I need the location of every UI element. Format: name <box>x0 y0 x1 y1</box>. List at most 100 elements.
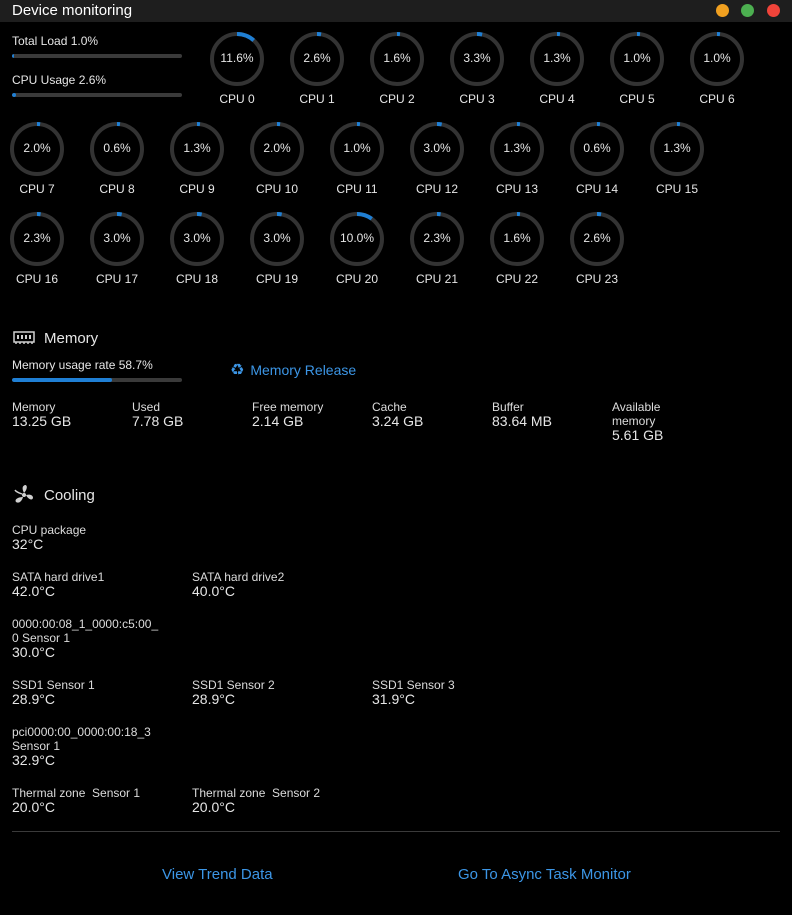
cpu-gauge: 1.6% CPU 22 <box>488 210 546 292</box>
cpu-gauge-arc <box>290 32 344 86</box>
window-title: Device monitoring <box>12 2 133 19</box>
memory-stat-value: 2.14 GB <box>252 413 304 429</box>
sensor-value: 40.0°C <box>192 583 235 599</box>
cpu-gauge-ring <box>10 122 64 176</box>
cpu-gauge: 1.0% CPU 6 <box>688 30 746 112</box>
cpu-gauge: 3.0% CPU 18 <box>168 210 226 292</box>
async-task-monitor-link[interactable]: Go To Async Task Monitor <box>458 866 631 883</box>
cpu-gauge-value: 0.6% <box>583 141 611 155</box>
cpu-gauge-ring <box>170 212 224 266</box>
cpu-gauge-label: CPU 19 <box>255 272 299 286</box>
footer-divider <box>12 831 780 832</box>
cpu-gauge-label: CPU 5 <box>619 92 655 106</box>
cpu-gauge-ring <box>330 212 384 266</box>
sensor-value: 20.0°C <box>192 799 235 815</box>
cpu-gauge-label: CPU 2 <box>379 92 415 106</box>
memory-stat-label: Available memory <box>612 400 661 428</box>
sensor-value: 28.9°C <box>12 691 55 707</box>
cpu-gauge-arc <box>370 32 424 86</box>
cpu-gauge-ring <box>170 122 224 176</box>
cpu-gauge-label: CPU 0 <box>219 92 255 106</box>
cpu-gauge-ring <box>490 122 544 176</box>
sensor-value: 28.9°C <box>192 691 235 707</box>
cpu-gauge: 2.3% CPU 21 <box>408 210 466 292</box>
cpu-gauge-ring <box>570 212 624 266</box>
cpu-gauge-ring <box>570 122 624 176</box>
cpu-gauge-value: 3.0% <box>263 231 291 245</box>
cpu-gauge-value: 1.3% <box>543 51 571 65</box>
sensor-reading: SSD1 Sensor 3 31.9°C <box>372 678 542 707</box>
view-trend-data-link[interactable]: View Trend Data <box>162 866 273 883</box>
sensor-value: 42.0°C <box>12 583 55 599</box>
cpu-gauge: 2.6% CPU 1 <box>288 30 346 112</box>
cpu-gauge: 2.3% CPU 16 <box>8 210 66 292</box>
cpu-gauge-ring <box>410 212 464 266</box>
cpu-gauge-arc <box>330 212 384 266</box>
memory-release-button[interactable]: ♻ Memory Release <box>230 362 357 379</box>
cpu-gauge-value: 2.6% <box>583 231 611 245</box>
cpu-gauge-ring <box>610 32 664 86</box>
cpu-gauge-arc <box>170 122 224 176</box>
total-load-bar <box>12 54 182 58</box>
memory-stat-value: 5.61 GB <box>612 427 664 443</box>
cpu-gauge-value: 3.0% <box>183 231 211 245</box>
minimize-button[interactable] <box>716 4 729 17</box>
cpu-usage-bar <box>12 93 182 97</box>
cpu-gauge-arc <box>650 122 704 176</box>
cpu-gauge-arc <box>450 32 504 86</box>
cpu-gauge: 1.3% CPU 13 <box>488 120 546 202</box>
memory-usage-bar-fill <box>12 378 112 382</box>
cpu-gauge-arc <box>250 212 304 266</box>
cpu-gauge-label: CPU 1 <box>299 92 335 106</box>
cpu-gauge-ring <box>450 32 504 86</box>
total-load-bar-fill <box>12 54 14 58</box>
sensor-value: 30.0°C <box>12 644 55 660</box>
cpu-gauge: 3.0% CPU 12 <box>408 120 466 202</box>
sensor-label: pci0000:00_0000:00:18_3 Sensor 1 <box>12 725 155 753</box>
maximize-button[interactable] <box>741 4 754 17</box>
cpu-gauge: 1.3% CPU 4 <box>528 30 586 112</box>
cpu-gauge: 10.0% CPU 20 <box>328 210 386 292</box>
cpu-gauge-value: 11.6% <box>220 51 254 65</box>
cpu-gauge-ring <box>330 122 384 176</box>
cpu-gauge: 0.6% CPU 14 <box>568 120 626 202</box>
memory-usage-bar <box>12 378 182 382</box>
sensor-label: 0000:00:08_1_0000:c5:00_0 Sensor 1 <box>12 617 159 645</box>
sensor-label: SSD1 Sensor 1 <box>12 678 95 692</box>
cpu-gauge-ring <box>650 122 704 176</box>
cpu-gauge-ring <box>210 32 264 86</box>
cpu-gauge-label: CPU 4 <box>539 92 575 106</box>
cpu-gauge-value: 10.0% <box>339 231 375 245</box>
memory-stat: Used 7.78 GB <box>132 400 252 429</box>
cpu-gauge-ring <box>690 32 744 86</box>
cpu-gauge-value: 3.0% <box>103 231 131 245</box>
sensor-label: SSD1 Sensor 3 <box>372 678 455 692</box>
sensor-reading: SSD1 Sensor 2 28.9°C <box>192 678 362 707</box>
cpu-gauge-value: 1.0% <box>343 141 371 155</box>
cpu-gauge-ring <box>410 122 464 176</box>
cpu-gauge-ring <box>10 212 64 266</box>
cpu-gauge: 3.0% CPU 19 <box>248 210 306 292</box>
cpu-gauge: 2.6% CPU 23 <box>568 210 626 292</box>
cpu-gauge-value: 1.3% <box>503 141 531 155</box>
cpu-gauge-arc <box>690 32 744 86</box>
cpu-gauge-value: 1.0% <box>623 51 651 65</box>
cpu-gauge-value: 2.3% <box>23 231 51 245</box>
memory-release-label: Memory Release <box>250 362 357 378</box>
cpu-usage-label: CPU Usage 2.6% <box>12 73 107 87</box>
cpu-usage-bar-fill <box>12 93 17 97</box>
sensor-reading: CPU package 32°C <box>12 523 182 552</box>
cpu-gauge: 1.0% CPU 11 <box>328 120 386 202</box>
cpu-gauge: 11.6% CPU 0 <box>208 30 266 112</box>
cpu-gauge-arc <box>90 122 144 176</box>
sensor-label: SATA hard drive1 <box>12 570 105 584</box>
cpu-gauge-ring <box>490 212 544 266</box>
sensor-value: 32.9°C <box>12 752 55 768</box>
memory-stat-label: Used <box>132 400 161 414</box>
cpu-gauge: 0.6% CPU 8 <box>88 120 146 202</box>
cpu-gauge-label: CPU 23 <box>575 272 619 286</box>
memory-stat: Cache 3.24 GB <box>372 400 492 429</box>
cpu-gauge-value: 3.3% <box>463 51 491 65</box>
close-button[interactable] <box>767 4 780 17</box>
cpu-gauge: 1.3% CPU 9 <box>168 120 226 202</box>
